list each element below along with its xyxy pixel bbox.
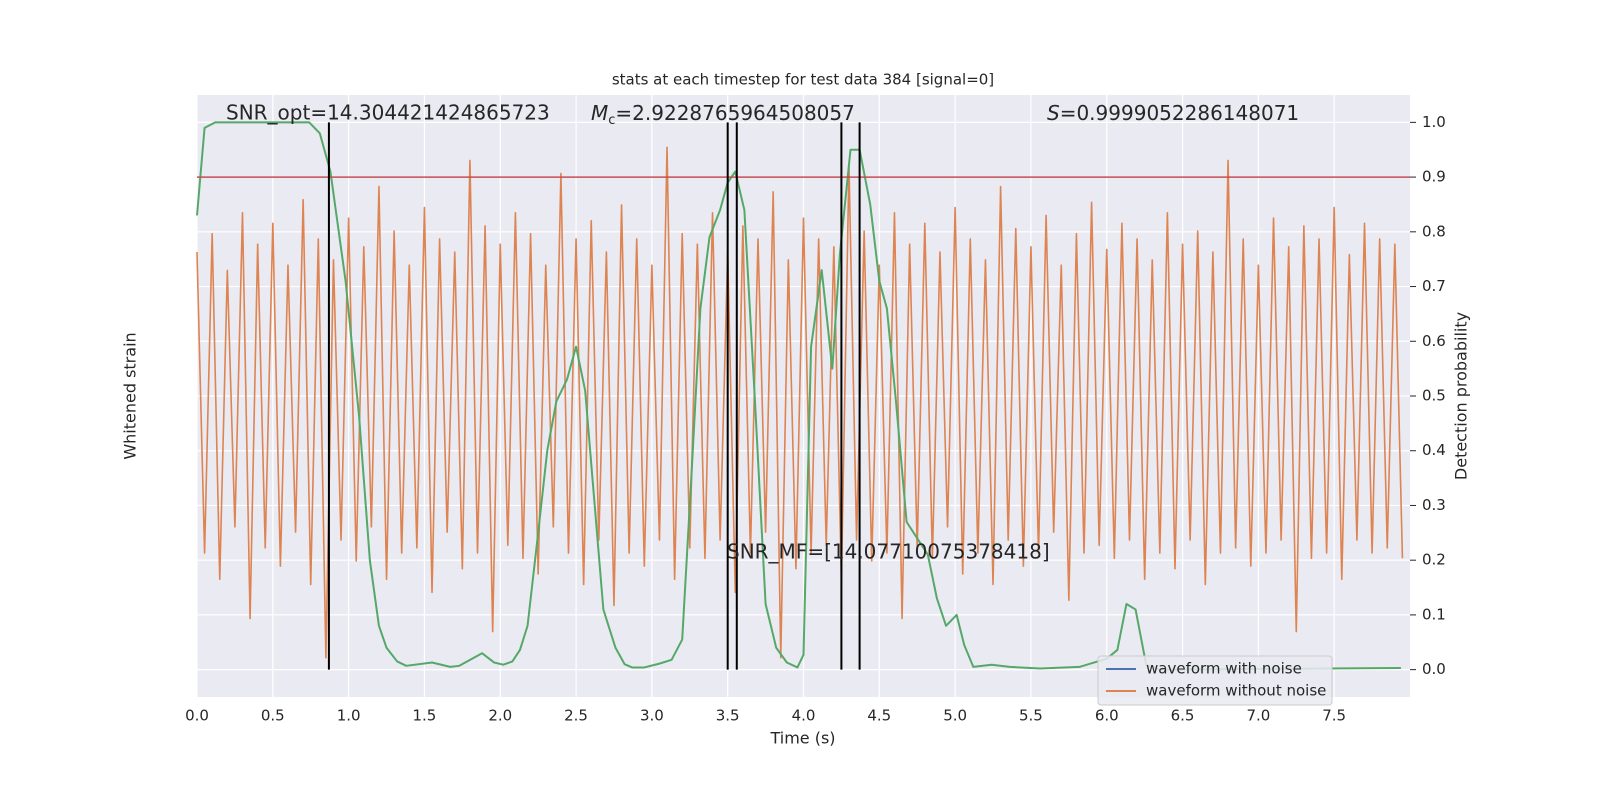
annotation: SNR_opt=14.304421424865723: [226, 101, 550, 125]
y2-tick-label: 0.9: [1422, 168, 1446, 186]
x-tick-label: 0.0: [185, 707, 209, 725]
x-tick-label: 6.5: [1171, 707, 1195, 725]
y2-tick-label: 0.5: [1422, 387, 1446, 405]
series-line: [196, 146, 1404, 659]
annotation-symbol: M: [591, 101, 608, 125]
legend-box: [1097, 655, 1333, 706]
y-axis-label: Whitened strain: [121, 332, 140, 459]
x-tick-label: 2.5: [564, 707, 588, 725]
y2-tick-label: 0.4: [1422, 441, 1446, 459]
x-tick-label: 3.5: [716, 707, 740, 725]
y2-tick-label: 0.3: [1422, 496, 1446, 514]
y2-tick-label: 1.0: [1422, 113, 1446, 131]
y2-tick-label: 0.2: [1422, 551, 1446, 569]
y2-tick-label: 0.7: [1422, 277, 1446, 295]
annotation-text: =0.9999052286148071: [1060, 101, 1299, 125]
x-tick-label: 4.5: [867, 707, 891, 725]
x-tick-label: 5.5: [1019, 707, 1043, 725]
legend: waveform with noise waveform without nois…: [1097, 655, 1333, 706]
x-tick-label: 1.5: [413, 707, 437, 725]
y2-tick-label: 0.1: [1422, 605, 1446, 623]
y2-tick-label: 0.0: [1422, 660, 1446, 678]
x-tick-label: 1.0: [337, 707, 361, 725]
y2-tick-label: 0.6: [1422, 332, 1446, 350]
annotation-subscript: c: [608, 113, 615, 128]
y2-axis-label: Detection probability: [1452, 312, 1471, 480]
y2-tick-label: 0.8: [1422, 222, 1446, 240]
x-tick-label: 6.0: [1095, 707, 1119, 725]
x-tick-label: 0.5: [261, 707, 285, 725]
annotation: S=0.9999052286148071: [1047, 101, 1299, 125]
series-line: [196, 121, 1401, 671]
x-tick-label: 4.0: [792, 707, 816, 725]
x-axis-label: Time (s): [769, 729, 835, 748]
x-tick-label: 2.0: [488, 707, 512, 725]
x-tick-label: 7.0: [1246, 707, 1270, 725]
marks: [196, 121, 1410, 671]
x-tick-label: 3.0: [640, 707, 664, 725]
legend-label: waveform with noise: [1146, 660, 1302, 678]
legend-label: waveform without noise: [1146, 682, 1326, 700]
x-tick-label: 7.5: [1322, 707, 1346, 725]
annotation: Mc=2.9228765964508057: [591, 101, 855, 128]
annotation-text: =2.9228765964508057: [615, 101, 854, 125]
chart-title: stats at each timestep for test data 384…: [612, 71, 994, 89]
x-tick-label: 5.0: [943, 707, 967, 725]
annotation: SNR_MF=[14.07710075378418]: [727, 540, 1050, 564]
annotation-symbol: S: [1047, 101, 1060, 125]
